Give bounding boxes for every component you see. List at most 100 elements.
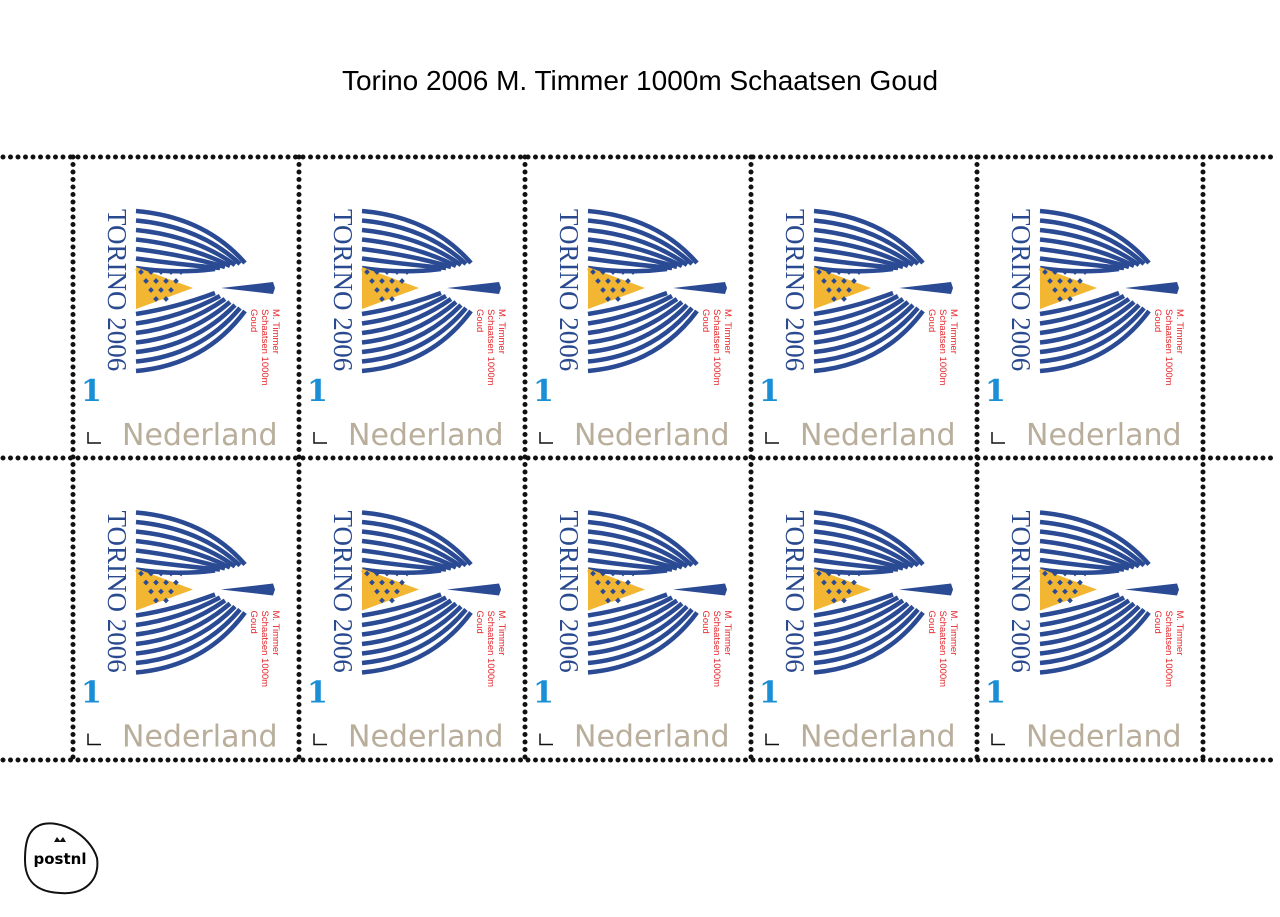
emblem: [1039, 208, 1151, 374]
arc: [813, 519, 920, 568]
diamond: [168, 269, 174, 275]
value-text: 1: [533, 374, 554, 409]
gold-field: [1040, 568, 1097, 611]
emblem: [135, 208, 247, 374]
arc: [587, 538, 684, 570]
diamond: [630, 570, 636, 577]
arc: [135, 218, 242, 266]
arc: [813, 246, 904, 270]
blade: [221, 583, 275, 596]
diamond: [1047, 579, 1053, 586]
gold-field: [588, 568, 645, 611]
corner-mark: [991, 733, 1005, 746]
diamond: [846, 570, 852, 577]
diamond: [148, 588, 154, 595]
arc: [135, 592, 216, 618]
diamond: [851, 579, 857, 586]
arc: [361, 604, 463, 656]
diamond: [816, 269, 822, 275]
diamond: [168, 588, 174, 595]
arc: [361, 611, 473, 675]
arc: [361, 519, 468, 568]
diamond: [1062, 588, 1068, 595]
athlete-text: M. Timmer: [1174, 309, 1185, 354]
athlete-text: M. Timmer: [948, 309, 959, 354]
event-text: TORINO 2006: [102, 511, 132, 673]
athlete-text: Schaatsen 1000m: [259, 611, 270, 688]
arc: [135, 290, 216, 317]
corner-mark: [87, 432, 101, 444]
arc: [587, 529, 689, 569]
perforations: [0, 154, 1280, 763]
arc: [361, 608, 468, 666]
arc: [1039, 611, 1151, 675]
diamond: [841, 597, 847, 604]
athlete-text: Goud: [700, 611, 711, 634]
diamond: [831, 278, 837, 284]
diamond: [384, 287, 390, 293]
athlete-text: Goud: [248, 309, 259, 332]
corner-mark: [539, 733, 553, 746]
diamond: [600, 570, 606, 577]
arc: [135, 608, 242, 666]
diamond: [1067, 579, 1073, 586]
diamond: [1057, 579, 1063, 586]
diamond: [856, 570, 862, 577]
diamond: [178, 570, 184, 577]
diamond: [1077, 579, 1083, 586]
diamond: [851, 278, 857, 284]
diamond: [374, 287, 380, 293]
arc: [1039, 529, 1141, 569]
arc: [587, 598, 679, 637]
diamond: [1042, 570, 1048, 577]
diamond: [163, 597, 169, 604]
country-text: Nederland: [574, 720, 730, 755]
corner-mark: [313, 432, 327, 444]
arc: [587, 227, 689, 267]
diamond: [836, 287, 842, 293]
diamond: [374, 269, 380, 275]
diamond: [595, 579, 601, 586]
diamond: [153, 579, 159, 586]
arc: [813, 510, 925, 566]
athlete-text: Schaatsen 1000m: [259, 309, 270, 386]
diamond: [138, 570, 144, 577]
country-text: Nederland: [800, 418, 956, 453]
diamond: [841, 296, 847, 302]
arc: [587, 218, 694, 266]
arc: [813, 290, 894, 317]
gold-field: [1040, 267, 1097, 309]
athlete-text: Goud: [474, 309, 485, 332]
diamond: [168, 287, 174, 293]
arc: [587, 265, 668, 274]
arc: [135, 567, 216, 576]
arc: [813, 604, 915, 656]
value-text: 1: [81, 374, 102, 409]
diamond: [158, 269, 164, 275]
athlete-text: Goud: [1152, 611, 1163, 634]
arc: [1039, 567, 1120, 576]
postnl-logo: postnl: [23, 822, 99, 895]
arc: [1039, 290, 1120, 317]
arc: [135, 538, 232, 570]
arc: [587, 567, 668, 576]
arc: [813, 611, 925, 675]
diamond: [394, 588, 400, 595]
arc: [1039, 208, 1151, 265]
diamond: [1052, 570, 1058, 577]
diamond: [1067, 278, 1073, 284]
arc: [361, 208, 473, 265]
diamond: [620, 570, 626, 577]
arc: [361, 297, 453, 336]
diamond: [364, 269, 370, 275]
arc: [813, 218, 920, 266]
diamond: [389, 597, 395, 604]
arc: [813, 265, 894, 274]
diamond: [1062, 570, 1068, 577]
arc: [1039, 265, 1120, 274]
arc: [361, 290, 442, 317]
diamond: [615, 597, 621, 604]
arc: [135, 208, 247, 265]
